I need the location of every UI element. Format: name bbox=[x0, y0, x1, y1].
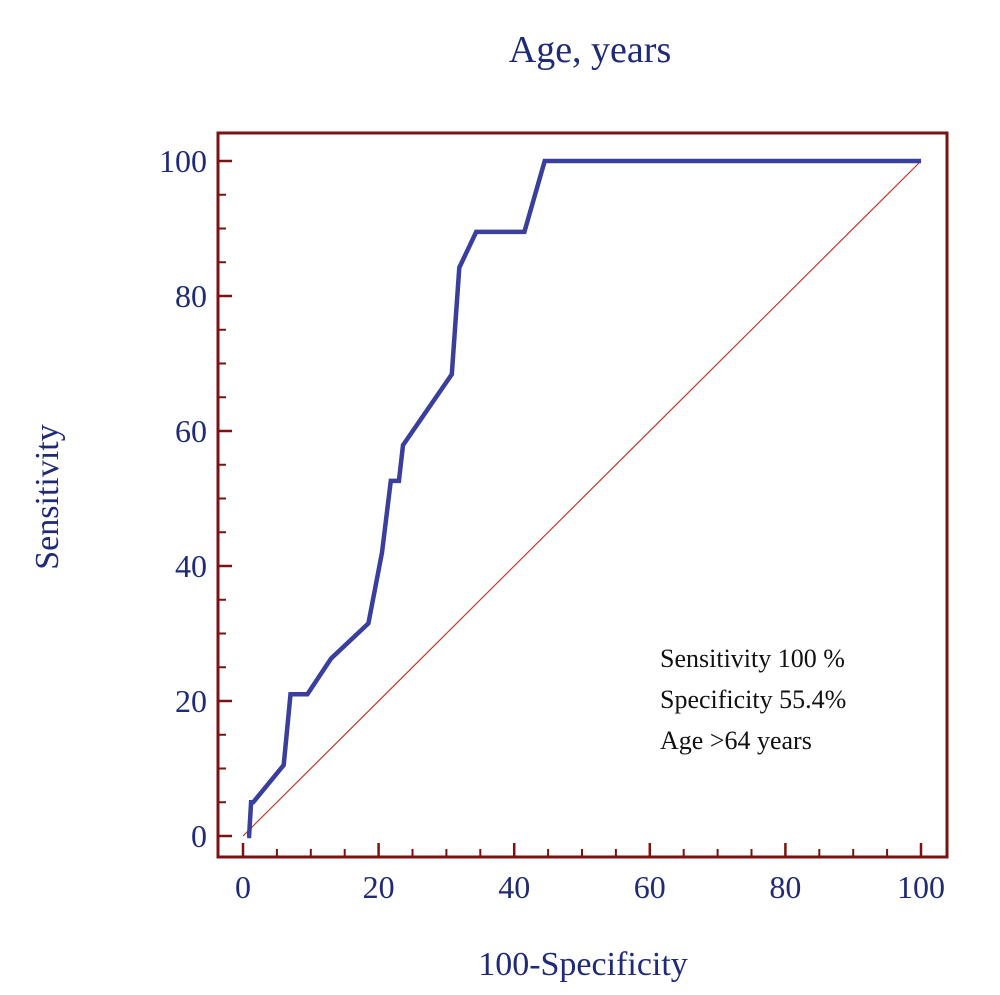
y-tick-label: 40 bbox=[175, 548, 207, 584]
x-tick-label: 40 bbox=[498, 869, 530, 905]
x-tick-label: 100 bbox=[897, 869, 945, 905]
plot-frame bbox=[216, 131, 949, 859]
y-tick-label: 60 bbox=[175, 413, 207, 449]
x-tick-label: 60 bbox=[634, 869, 666, 905]
y-tick-label: 20 bbox=[175, 683, 207, 719]
y-axis-label: Sensitivity bbox=[29, 424, 66, 569]
x-tick-label: 80 bbox=[769, 869, 801, 905]
annotation-criterion: Age >64 years bbox=[660, 726, 812, 755]
x-tick-label: 0 bbox=[235, 869, 251, 905]
x-tick-label: 20 bbox=[363, 869, 395, 905]
annotation-specificity: Specificity 55.4% bbox=[660, 685, 846, 714]
annotation-block: Sensitivity 100 % Specificity 55.4% Age … bbox=[660, 644, 846, 755]
x-axis-label: 100-Specificity bbox=[478, 946, 688, 983]
x-tick-labels: 0 20 40 60 80 100 bbox=[235, 869, 945, 905]
chart-title: Age, years bbox=[509, 29, 671, 71]
y-tick-labels: 0 20 40 60 80 100 bbox=[159, 143, 207, 854]
y-tick-label: 80 bbox=[175, 278, 207, 314]
roc-curve-line bbox=[246, 158, 921, 839]
annotation-sensitivity: Sensitivity 100 % bbox=[660, 644, 845, 673]
y-tick-label: 0 bbox=[191, 818, 207, 854]
reference-diagonal-line bbox=[242, 160, 922, 837]
y-tick-label: 100 bbox=[159, 143, 207, 179]
